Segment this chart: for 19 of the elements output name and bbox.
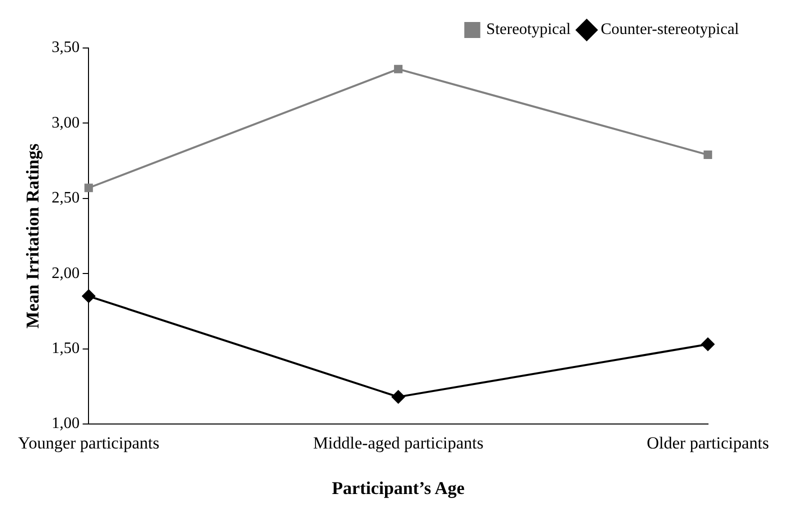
x-axis-title: Participant’s Age <box>332 478 465 498</box>
point <box>700 337 715 352</box>
point <box>394 64 403 74</box>
legend-label: Counter-stereotypical <box>600 21 740 38</box>
x-tick-label: Younger participants <box>18 434 160 453</box>
x-tick-label: Middle-aged participants <box>313 434 484 453</box>
y-tick-label: 3,50 <box>52 39 80 56</box>
point <box>84 184 93 192</box>
y-tick-label: 2,50 <box>52 190 80 207</box>
y-tick-label: 1,00 <box>52 415 80 432</box>
point <box>82 289 96 304</box>
y-tick-label: 1,50 <box>52 340 80 358</box>
y-axis-title: Mean Irritation Ratings <box>22 144 43 328</box>
legend-label: Stereotypical <box>486 21 572 38</box>
point <box>704 150 712 160</box>
y-tick-label: 3,00 <box>52 114 80 132</box>
x-tick-label: Older participants <box>646 434 769 453</box>
point <box>391 390 406 404</box>
y-tick-label: 2,00 <box>52 264 80 282</box>
